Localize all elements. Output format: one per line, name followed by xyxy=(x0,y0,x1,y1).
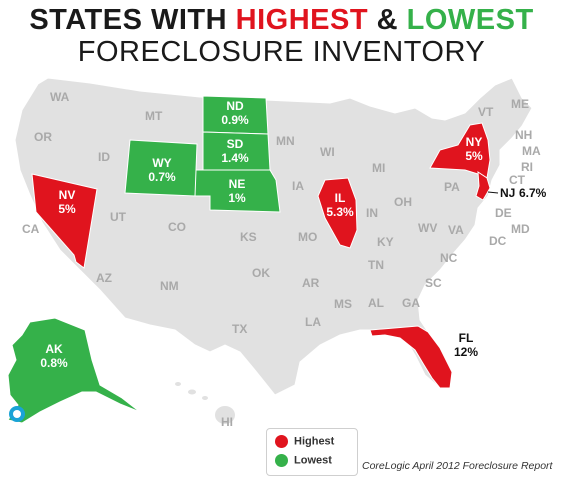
state-label-oh: OH xyxy=(394,195,412,209)
hi-island-1 xyxy=(175,382,181,386)
state-value-fl: 12% xyxy=(454,345,478,359)
state-label-nc: NC xyxy=(440,251,458,265)
legend-item-highest: Highest xyxy=(275,435,334,451)
state-value-ak: 0.8% xyxy=(40,356,68,370)
state-label-mn: MN xyxy=(276,134,295,148)
state-value-il: 5.3% xyxy=(326,205,354,219)
state-label-dc: DC xyxy=(489,234,507,248)
state-label-co: CO xyxy=(168,220,186,234)
state-label-ks: KS xyxy=(240,230,257,244)
state-value-ne: 1% xyxy=(228,191,246,205)
state-label-wv: WV xyxy=(418,221,437,235)
map-title-line1: STATES WITH HIGHEST & LOWEST xyxy=(0,4,563,37)
state-label-fl: FL xyxy=(459,331,474,345)
state-label-ky: KY xyxy=(377,235,394,249)
state-shape-il xyxy=(317,177,358,249)
state-value-ny: 5% xyxy=(465,149,483,163)
state-label-ma: MA xyxy=(522,144,541,158)
state-label-ga: GA xyxy=(402,296,420,310)
legend-label-lowest: Lowest xyxy=(294,454,332,467)
state-label-wa: WA xyxy=(50,90,70,104)
state-label-ar: AR xyxy=(302,276,320,290)
state-shape-nj xyxy=(475,171,491,201)
state-label-hi: HI xyxy=(221,415,233,429)
state-shape-wy xyxy=(124,139,198,197)
state-value-nv: 5% xyxy=(58,202,76,216)
state-label-nh: NH xyxy=(515,128,532,142)
nj-leader-line xyxy=(487,191,499,194)
state-label-mi: MI xyxy=(372,161,385,175)
legend-label-highest: Highest xyxy=(294,435,335,448)
state-label-tx: TX xyxy=(232,322,247,336)
state-shape-ne xyxy=(194,169,281,213)
state-label-il: IL xyxy=(335,191,346,205)
state-label-ia: IA xyxy=(292,179,304,193)
state-label-mo: MO xyxy=(298,230,317,244)
title-part1: STATES WITH xyxy=(29,4,236,36)
legend-dot-highest xyxy=(275,435,288,448)
state-label-id: ID xyxy=(98,150,110,164)
state-shape-fl xyxy=(369,325,453,389)
state-value-sd: 1.4% xyxy=(221,151,249,165)
state-label-va: VA xyxy=(448,223,464,237)
state-shape-ak xyxy=(7,317,141,424)
state-label-de: DE xyxy=(495,206,512,220)
legend-item-lowest: Lowest xyxy=(275,454,332,470)
state-label-ms: MS xyxy=(334,297,352,311)
map-title-line2: FORECLOSURE INVENTORY xyxy=(77,36,486,68)
state-label-nd: ND xyxy=(226,99,244,113)
state-label-nj: NJ xyxy=(500,186,515,200)
neutral-state-labels: WA OR CA ID MT UT AZ CO NM TX OK KS MN I… xyxy=(22,90,541,429)
highlighted-state-labels: NV 5% IL 5.3% NY 5% NJ 6.7% FL 12% ND 0.… xyxy=(40,99,546,370)
state-label-md: MD xyxy=(511,222,530,236)
state-value-nj: 6.7% xyxy=(519,186,547,200)
state-label-sc: SC xyxy=(425,276,442,290)
state-label-ca: CA xyxy=(22,222,40,236)
state-value-nd: 0.9% xyxy=(221,113,249,127)
hi-island-4 xyxy=(215,406,235,424)
state-label-ut: UT xyxy=(110,210,127,224)
corelogic-logo-inner xyxy=(13,410,21,418)
state-label-vt: VT xyxy=(478,105,494,119)
state-label-me: ME xyxy=(511,97,529,111)
state-label-ok: OK xyxy=(252,266,270,280)
state-label-ne: NE xyxy=(229,177,246,191)
state-label-nv: NV xyxy=(59,188,76,202)
state-label-ct: CT xyxy=(509,173,526,187)
state-label-in: IN xyxy=(366,206,378,220)
state-label-la: LA xyxy=(305,315,321,329)
state-label-tn: TN xyxy=(368,258,384,272)
state-label-or: OR xyxy=(34,130,52,144)
title-highest: HIGHEST xyxy=(235,4,369,36)
map-legend: Highest Lowest xyxy=(266,428,358,476)
state-value-wy: 0.7% xyxy=(148,170,176,184)
state-label-nm: NM xyxy=(160,279,179,293)
state-label-ny: NY xyxy=(466,135,483,149)
title-lowest: LOWEST xyxy=(406,4,534,36)
title-amp: & xyxy=(368,4,407,36)
state-label-az: AZ xyxy=(96,271,112,285)
state-shape-nv xyxy=(31,173,98,269)
state-label-mt: MT xyxy=(145,109,163,123)
legend-dot-lowest xyxy=(275,454,288,467)
state-label-ri: RI xyxy=(521,160,533,174)
source-caption: CoreLogic April 2012 Foreclosure Report xyxy=(362,460,553,472)
hi-island-3 xyxy=(202,396,208,400)
hi-island-2 xyxy=(188,389,196,395)
state-label-sd: SD xyxy=(227,137,244,151)
state-shapes xyxy=(7,77,533,424)
state-label-wy: WY xyxy=(152,156,171,170)
state-label-wi: WI xyxy=(320,145,335,159)
state-label-al: AL xyxy=(368,296,384,310)
state-shape-ny xyxy=(429,122,491,188)
state-label-ak: AK xyxy=(45,342,63,356)
state-label-pa: PA xyxy=(444,180,460,194)
